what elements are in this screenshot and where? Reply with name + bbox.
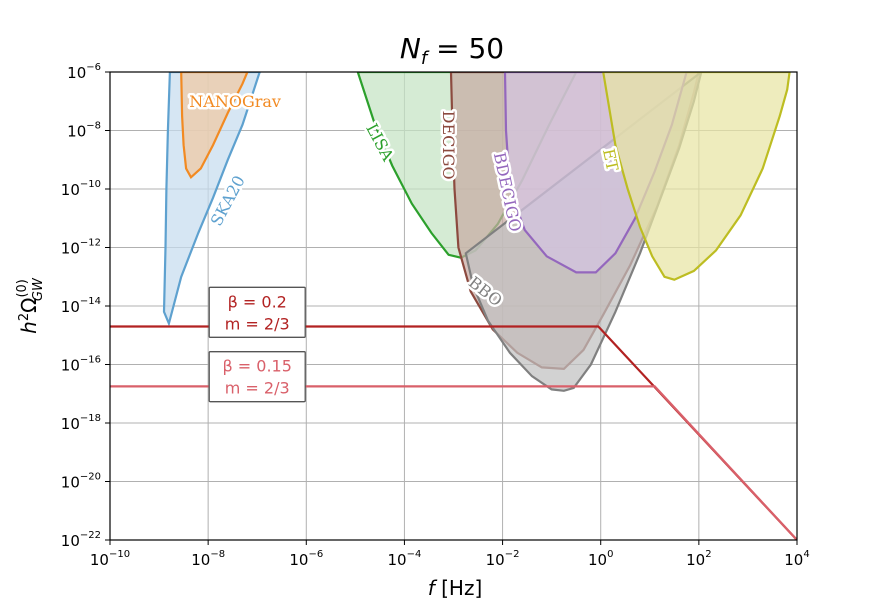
chart-title: Nf = 50 [400,32,504,69]
y-axis-ticks: 10−6 10−8 10−10 10−12 10−14 10−16 10−18 10−20 10… [61,62,110,550]
x-tick-label: 10−8 [191,549,225,569]
region-et [602,72,791,281]
title-symbol: N [400,32,421,65]
y-tick-label: 10−10 [61,179,101,199]
x-axis-label: f [Hz] [428,576,483,600]
annotation-beta: β = 0.2 [228,292,287,311]
x-tick-label: 102 [686,549,711,569]
y-tick-label: 10−14 [61,296,101,316]
annotation-box-1: β = 0.2 m = 2/3 [208,286,306,338]
x-tick-label: 10−2 [486,549,520,569]
y-tick-label: 10−8 [67,121,101,141]
annotation-m: m = 2/3 [225,379,290,398]
signal-line-2 [110,385,797,540]
x-tick-label: 10−10 [90,549,130,569]
y-tick-label: 10−18 [61,413,101,433]
y-tick-label: 10−12 [61,238,101,258]
line-annotations: β = 0.2 m = 2/3 β = 0.15 m = 2/3 [208,286,306,403]
annotation-box-2: β = 0.15 m = 2/3 [208,351,306,403]
region-nanograv [180,72,249,180]
y-tick-label: 10−20 [61,472,101,492]
x-tick-label: 100 [588,549,613,569]
x-tick-label: 10−6 [289,549,323,569]
title-rest: = 50 [427,32,504,65]
title-subscript: f [421,48,430,69]
y-tick-label: 10−16 [61,355,101,375]
annotation-m: m = 2/3 [225,314,290,333]
y-axis-label: h2Ω(0)GW [15,277,46,334]
label-decigo: DECIGO [439,111,458,180]
svg-text:h2Ω(0)GW: h2Ω(0)GW [15,277,46,334]
y-tick-label: 10−22 [61,530,101,550]
label-nanograv: NANOGrav [189,92,281,111]
x-tick-label: 104 [784,549,809,569]
x-tick-label: 10−4 [388,549,422,569]
x-axis-ticks: 10−10 10−8 10−6 10−4 10−2 100 102 104 [90,540,810,569]
annotation-beta: β = 0.15 [223,357,292,376]
y-tick-label: 10−6 [67,62,101,82]
sensitivity-regions [162,72,791,392]
